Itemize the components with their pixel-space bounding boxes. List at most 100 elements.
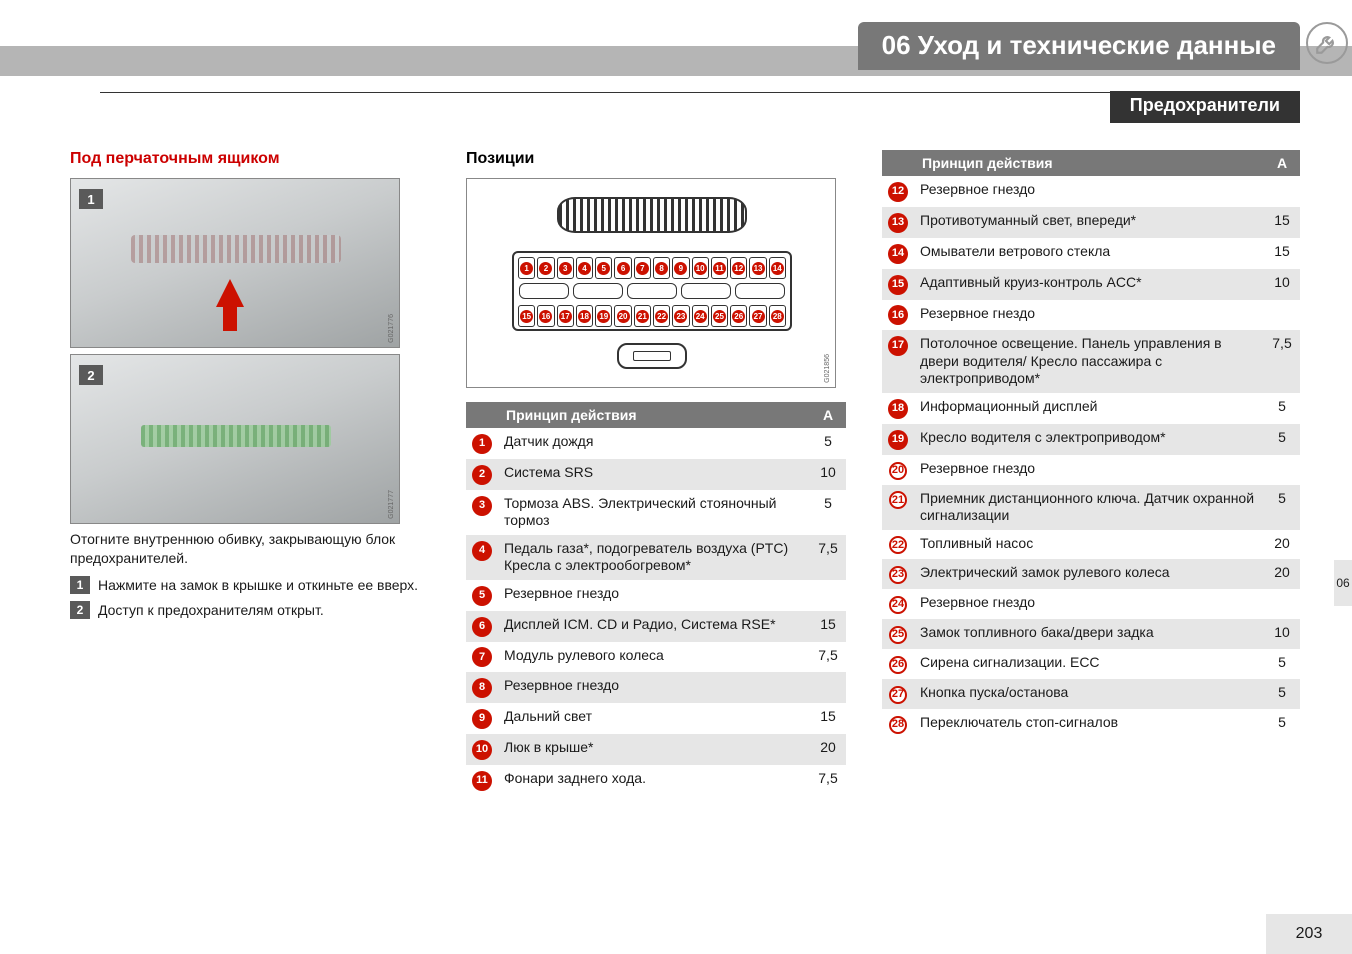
table-row: 7Модуль рулевого колеса7,5 <box>466 642 846 673</box>
fuse-desc-cell: Система SRS <box>498 459 810 490</box>
table-row: 28Переключатель стоп-сигналов5 <box>882 709 1300 739</box>
mid-title: Позиции <box>466 150 846 168</box>
fuse-dot-icon: 10 <box>694 262 707 275</box>
fuse-dot-icon: 15 <box>520 310 533 323</box>
fuse-number-cell: 13 <box>882 207 914 238</box>
table-row: 4Педаль газа*, подогреватель воздуха (PT… <box>466 535 846 580</box>
fuse-cell: 24 <box>692 305 709 327</box>
fuse-badge-icon: 17 <box>888 336 908 356</box>
fuse-number-cell: 12 <box>882 176 914 207</box>
fuse-cell: 28 <box>769 305 786 327</box>
fuse-badge-icon: 25 <box>889 626 907 644</box>
photo-fuse-strip <box>141 425 331 447</box>
fuse-mid-cell <box>681 283 731 299</box>
fuse-badge-icon: 4 <box>472 541 492 561</box>
fuse-amp-cell: 20 <box>1264 559 1300 589</box>
fuse-cell: 12 <box>730 257 747 279</box>
fuse-badge-icon: 7 <box>472 647 492 667</box>
table-row: 1Датчик дождя5 <box>466 428 846 459</box>
fuse-amp-cell <box>1264 589 1300 619</box>
fuse-amp-cell: 5 <box>1264 679 1300 709</box>
fuse-dot-icon: 14 <box>771 262 784 275</box>
fuse-dot-icon: 18 <box>578 310 591 323</box>
fuse-table-mid: Принцип действия A 1Датчик дождя52Систем… <box>466 402 846 796</box>
fuse-cell: 22 <box>653 305 670 327</box>
fuse-cell: 10 <box>692 257 709 279</box>
fuse-dot-icon: 19 <box>597 310 610 323</box>
fuse-number-cell: 27 <box>882 679 914 709</box>
fuse-badge-icon: 20 <box>889 462 907 480</box>
photo-step-2: 2 G021777 <box>70 354 400 524</box>
fuse-badge-icon: 27 <box>889 686 907 704</box>
photo-step-1: 1 G021776 <box>70 178 400 348</box>
fuse-cell: 14 <box>769 257 786 279</box>
fuse-desc-cell: Резервное гнездо <box>914 300 1264 331</box>
fuse-amp-cell: 15 <box>1264 207 1300 238</box>
table-row: 23Электрический замок рулевого колеса20 <box>882 559 1300 589</box>
fuse-desc-cell: Потолочное освещение. Панель управления … <box>914 330 1264 393</box>
fuse-dot-icon: 20 <box>617 310 630 323</box>
step-item: 2Доступ к предохранителям открыт. <box>70 601 430 620</box>
fuse-dot-icon: 1 <box>520 262 533 275</box>
fuse-desc-cell: Дисплей ICM. CD и Радио, Система RSE* <box>498 611 810 642</box>
table-row: 3 Тормоза ABS. Электрический стояночный т… <box>466 490 846 535</box>
fuse-dot-icon: 16 <box>539 310 552 323</box>
step-item: 1Нажмите на замок в крышке и откиньте ее… <box>70 576 430 595</box>
fuse-cell: 2 <box>537 257 554 279</box>
fuse-amp-cell: 15 <box>810 703 846 734</box>
fuse-badge-icon: 24 <box>889 596 907 614</box>
left-caption: Отогните внутреннюю обивку, закрывающую … <box>70 530 430 568</box>
table-row: 5Резервное гнездо <box>466 580 846 611</box>
fuse-cell: 16 <box>537 305 554 327</box>
fuse-badge-icon: 16 <box>888 305 908 325</box>
step-number: 2 <box>70 601 90 619</box>
fuse-dot-icon: 27 <box>752 310 765 323</box>
table-row: 21Приемник дистанционного ключа. Датчик … <box>882 485 1300 530</box>
table-row: 10Люк в крыше*20 <box>466 734 846 765</box>
fuse-dot-icon: 3 <box>559 262 572 275</box>
left-title: Под перчаточным ящиком <box>70 150 430 168</box>
table-row: 15Адаптивный круиз-контроль ACC*10 <box>882 269 1300 300</box>
fuse-desc-cell: Дальний свет <box>498 703 810 734</box>
side-chapter-tab: 06 <box>1334 560 1352 606</box>
fuse-amp-cell: 5 <box>1264 424 1300 455</box>
fuse-badge-icon: 3 <box>472 496 492 516</box>
fuse-badge-icon: 28 <box>889 716 907 734</box>
fuse-amp-cell: 15 <box>810 611 846 642</box>
table-row: 22 Топливный насос20 <box>882 530 1300 560</box>
fuse-cell: 4 <box>576 257 593 279</box>
chapter-title: 06 Уход и технические данные <box>858 22 1300 70</box>
fuse-amp-cell <box>1264 176 1300 207</box>
fuse-number-cell: 17 <box>882 330 914 393</box>
table-row: 17 Потолочное освещение. Панель управлени… <box>882 330 1300 393</box>
fuse-desc-cell: Кресло водителя с электроприводом* <box>914 424 1264 455</box>
fuse-badge-icon: 19 <box>888 430 908 450</box>
fuse-desc-cell: Фонари заднего хода. <box>498 765 810 796</box>
fuse-number-cell: 23 <box>882 559 914 589</box>
middle-column: Позиции 1234567891011121314 151617181920… <box>466 150 846 894</box>
fuse-dot-icon: 21 <box>636 310 649 323</box>
fuse-desc-cell: Резервное гнездо <box>914 455 1264 485</box>
fuse-cell: 18 <box>576 305 593 327</box>
table-row: 12Резервное гнездо <box>882 176 1300 207</box>
fuse-badge-icon: 13 <box>888 213 908 233</box>
fuse-amp-cell: 5 <box>810 428 846 459</box>
fuse-badge-icon: 23 <box>889 566 907 584</box>
fuse-badge-icon: 11 <box>472 771 492 791</box>
left-column: Под перчаточным ящиком 1 G021776 2 G0217… <box>70 150 430 894</box>
fuse-desc-cell: Тормоза ABS. Электрический стояночный то… <box>498 490 810 535</box>
fuse-dot-icon: 22 <box>655 310 668 323</box>
fuse-cell: 19 <box>595 305 612 327</box>
fuse-amp-cell: 5 <box>1264 393 1300 424</box>
fuse-desc-cell: Переключатель стоп-сигналов <box>914 709 1264 739</box>
fuse-table-right: Принцип действия A 12Резервное гнездо13П… <box>882 150 1300 739</box>
table-row: 27Кнопка пуска/останова5 <box>882 679 1300 709</box>
page: 06 Уход и технические данные Предохранит… <box>0 0 1352 954</box>
fuse-puller <box>633 351 671 361</box>
step-text: Нажмите на замок в крышке и откиньте ее … <box>98 576 418 595</box>
fuse-desc-cell: Топливный насос <box>914 530 1264 560</box>
fuse-amp-cell: 20 <box>1264 530 1300 560</box>
fuse-badge-icon: 22 <box>889 536 907 554</box>
fuse-number-cell: 22 <box>882 530 914 560</box>
table-row: 18Информационный дисплей5 <box>882 393 1300 424</box>
